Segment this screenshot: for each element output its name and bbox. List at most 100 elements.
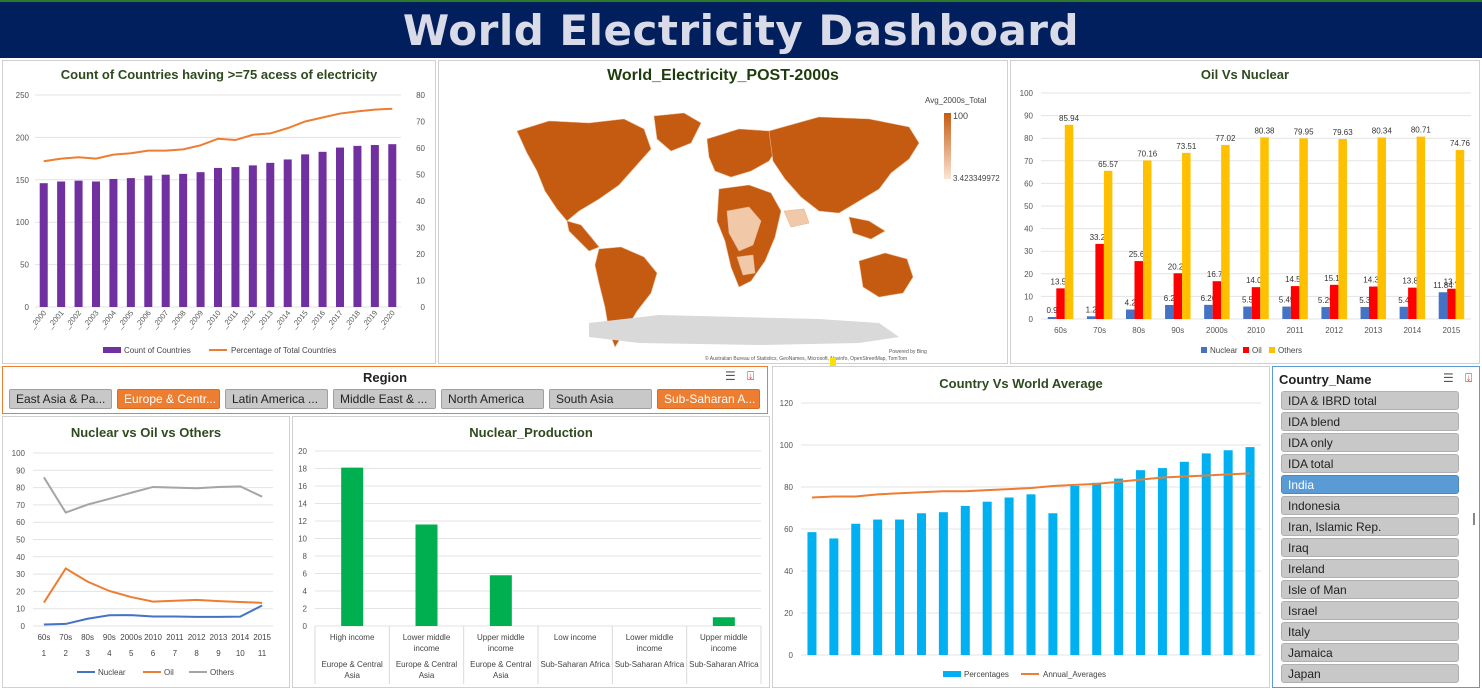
chart-count-countries[interactable]: Count of Countries having >=75 acess of … [2,60,436,364]
country-item[interactable]: Italy [1281,622,1459,641]
data-label: 79.63 [1333,128,1354,137]
country-item[interactable]: Ireland [1281,559,1459,578]
y-tick-label: 30 [1024,247,1033,256]
multi-select-icon[interactable]: ☰ [725,369,736,383]
bar [1321,307,1330,319]
x-tick-label: _2015 [289,309,310,332]
x-tick-label: _2007 [149,309,170,332]
y-tick-label: 100 [780,441,794,450]
region-slicer[interactable]: Region ☰ ⍗ East Asia & Pa... Europe & Cen… [2,366,768,414]
legend-swatch [943,671,961,677]
legend-label: Others [1278,346,1302,355]
country-item[interactable]: IDA & IBRD total [1281,391,1459,410]
x-tick-label: Lower middle [403,633,451,642]
legend-label: Nuclear [1210,346,1238,355]
map-landmass [516,112,920,348]
bar [1125,309,1135,319]
world-map[interactable]: Avg_2000s_Total 100 3.423349972 Powered … [439,61,1007,363]
x-subtick-label: 4 [107,649,112,658]
bar [1282,306,1291,319]
chart-nuclear-oil-others[interactable]: Nuclear vs Oil vs Others 0 10 20 30 40 50 60 70… [2,416,290,688]
bar [1299,138,1308,319]
y-tick-label: 20 [1024,270,1033,279]
clear-filter-icon[interactable]: ⍗ [1465,371,1473,385]
map-panel[interactable]: World_Electricity_POST-2000s Avg_2000 [438,60,1008,364]
y-tick-label: 70 [16,501,25,510]
region-item[interactable]: Sub-Saharan A... [657,389,760,409]
bar [1070,485,1080,655]
bar [353,145,362,307]
y-tick-label: 100 [12,449,26,458]
region-item[interactable]: Latin America ... [225,389,328,409]
y-tick-label: 50 [20,261,29,270]
chart-count-countries-plot: 05010015020025001020304050607080_2000_20… [16,91,426,355]
country-item[interactable]: Israel [1281,601,1459,620]
chart-country-vs-world-plot: 0 20 40 60 80 100 120 Percentages Annual_Average… [780,399,1261,679]
region-item[interactable]: South Asia [549,389,652,409]
chart-oil-vs-nuclear[interactable]: Oil Vs Nuclear 0 10 20 30 40 50 60 70 80 90 100 0.9… [1010,60,1480,364]
y-tick-label: 8 [303,552,308,561]
data-label: 1.2 [1086,305,1098,314]
x-tick-label: income [414,644,440,653]
x-tick-label: _2017 [324,309,345,332]
bar [916,513,926,655]
y-tick-label: 40 [784,567,793,576]
y2-tick-label: 20 [416,250,425,259]
region-item[interactable]: East Asia & Pa... [9,389,112,409]
data-label: 25.63 [1129,250,1150,259]
country-item[interactable]: IDA total [1281,454,1459,473]
x-tick-label: 2010 [1247,326,1265,335]
x-subtick-label: 6 [151,649,156,658]
x-subtick-label: 2 [64,649,69,658]
y-tick-label: 6 [303,570,308,579]
region-slicer-title: Region [362,370,408,385]
y-tick-label: 120 [780,399,794,408]
x-group-label: Sub-Saharan Africa [689,660,759,669]
bar [1173,273,1183,319]
country-item[interactable]: IDA blend [1281,412,1459,431]
x-tick-label: 2014 [231,633,249,642]
x-tick-label: 2000s [1206,326,1228,335]
country-item[interactable]: India [1281,475,1459,494]
data-label: 16.72 [1207,270,1228,279]
country-slicer[interactable]: Country_Name ☰ ⍗ IDA & IBRD total IDA ble… [1272,366,1480,688]
x-tick-label: 2000s [120,633,142,642]
slicer-scrollbar[interactable] [1473,513,1475,525]
bar [1201,453,1211,655]
country-item[interactable]: Indonesia [1281,496,1459,515]
x-tick-label: _2002 [62,309,83,332]
y2-tick-label: 80 [416,91,425,100]
country-item[interactable]: Japan [1281,664,1459,683]
chart-nuclear-production[interactable]: Nuclear_Production 0 2 4 6 8 10 12 14 16 18 20 High… [292,416,770,688]
y-tick-label: 50 [1024,202,1033,211]
region-item[interactable]: Middle East & ... [333,389,436,409]
x-subtick-label: 5 [129,649,134,658]
legend-swatch [1201,347,1207,353]
multi-select-icon[interactable]: ☰ [1443,371,1454,385]
bar [1179,461,1189,655]
data-label: 79.95 [1294,127,1315,136]
country-item[interactable]: Iran, Islamic Rep. [1281,517,1459,536]
country-item[interactable]: Isle of Man [1281,580,1459,599]
country-item[interactable]: IDA only [1281,433,1459,452]
chart-country-vs-world[interactable]: Country Vs World Average 0 20 40 60 80 100 120… [772,366,1270,688]
bar [1212,281,1222,319]
bar [1048,513,1058,655]
clear-filter-icon[interactable]: ⍗ [747,369,755,383]
data-label: 11.84 [1433,281,1453,290]
region-item[interactable]: North America [441,389,544,409]
country-item[interactable]: Jamaica [1281,643,1459,662]
x-group-label: Asia [344,671,360,680]
bar [1103,170,1113,319]
y2-tick-label: 40 [416,197,425,206]
x-tick-label: 70s [59,633,72,642]
country-item[interactable]: Iraq [1281,538,1459,557]
y-tick-label: 250 [16,91,30,100]
bar [1338,139,1347,319]
y-tick-label: 14 [298,500,307,509]
y2-tick-label: 60 [416,144,425,153]
region-item[interactable]: Europe & Centr... [117,389,220,409]
x-group-label: Europe & Central [396,660,458,669]
x-tick-label: _2012 [236,309,257,332]
map-attribution: © Australian Bureau of Statistics, GeoNa… [705,355,907,362]
